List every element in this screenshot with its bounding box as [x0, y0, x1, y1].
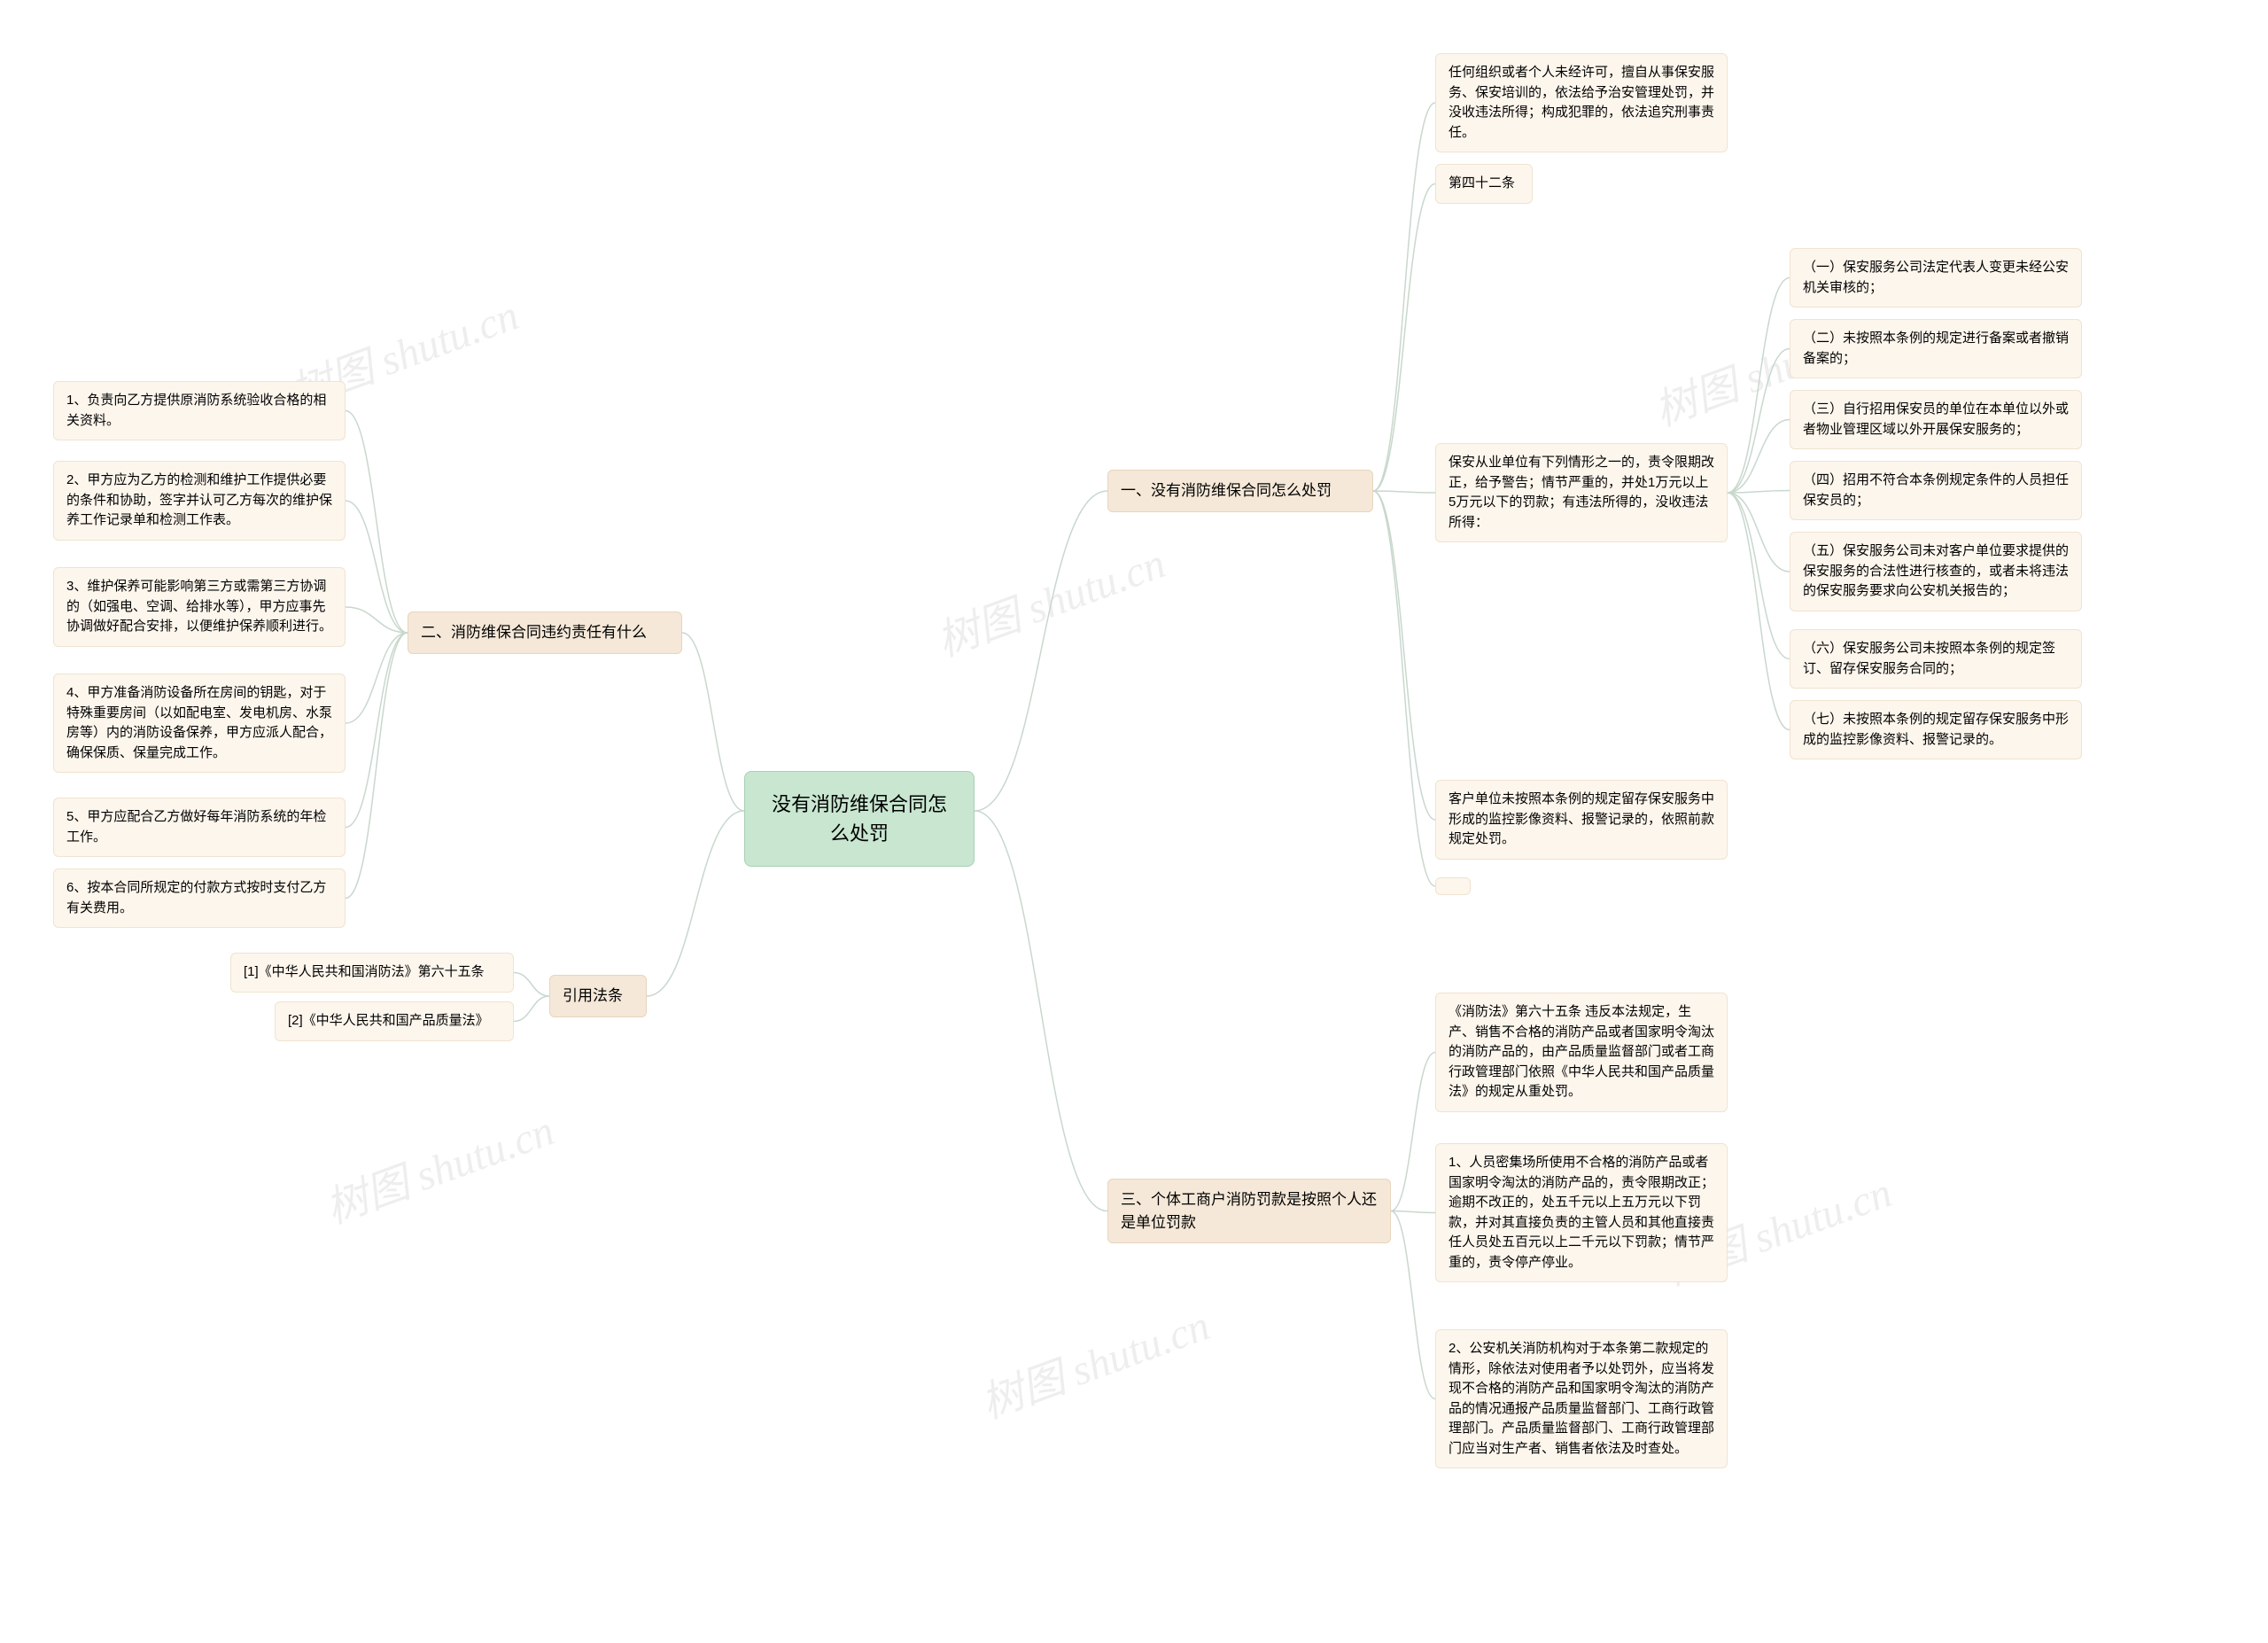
- leaf-node: 客户单位未按照本条例的规定留存保安服务中形成的监控影像资料、报警记录的，依照前款…: [1435, 780, 1728, 860]
- branch-node: 三、个体工商户消防罚款是按照个人还是单位罚款: [1107, 1179, 1391, 1243]
- leaf-node: 6、按本合同所规定的付款方式按时支付乙方有关费用。: [53, 868, 346, 928]
- leaf-node: 3、维护保养可能影响第三方或需第三方协调的（如强电、空调、给排水等），甲方应事先…: [53, 567, 346, 647]
- leaf-node-empty: [1435, 877, 1471, 895]
- leaf-node: 5、甲方应配合乙方做好每年消防系统的年检工作。: [53, 798, 346, 857]
- leaf-node: （七）未按照本条例的规定留存保安服务中形成的监控影像资料、报警记录的。: [1790, 700, 2082, 759]
- watermark: 树图 shutu.cn: [971, 1290, 1216, 1430]
- leaf-node: 《消防法》第六十五条 违反本法规定，生产、销售不合格的消防产品或者国家明令淘汰的…: [1435, 993, 1728, 1112]
- leaf-node: （四）招用不符合本条例规定条件的人员担任保安员的；: [1790, 461, 2082, 520]
- leaf-node: 4、甲方准备消防设备所在房间的钥匙，对于特殊重要房间（以如配电室、发电机房、水泵…: [53, 674, 346, 773]
- leaf-node: 保安从业单位有下列情形之一的，责令限期改正，给予警告；情节严重的，并处1万元以上…: [1435, 443, 1728, 542]
- leaf-node: 2、甲方应为乙方的检测和维护工作提供必要的条件和协助，签字并认可乙方每次的维护保…: [53, 461, 346, 541]
- branch-node: 一、没有消防维保合同怎么处罚: [1107, 470, 1373, 512]
- leaf-node: （五）保安服务公司未对客户单位要求提供的保安服务的合法性进行核查的，或者未将违法…: [1790, 532, 2082, 611]
- leaf-node: 第四十二条: [1435, 164, 1533, 204]
- leaf-node: （六）保安服务公司未按照本条例的规定签订、留存保安服务合同的；: [1790, 629, 2082, 689]
- leaf-node: 1、人员密集场所使用不合格的消防产品或者国家明令淘汰的消防产品的，责令限期改正；…: [1435, 1143, 1728, 1282]
- branch-node: 二、消防维保合同违约责任有什么: [408, 611, 682, 654]
- leaf-node: 任何组织或者个人未经许可，擅自从事保安服务、保安培训的，依法给予治安管理处罚，并…: [1435, 53, 1728, 152]
- watermark: 树图 shutu.cn: [927, 528, 1172, 668]
- leaf-node: （三）自行招用保安员的单位在本单位以外或者物业管理区域以外开展保安服务的；: [1790, 390, 2082, 449]
- watermark: 树图 shutu.cn: [315, 1095, 561, 1235]
- leaf-node: （一）保安服务公司法定代表人变更未经公安机关审核的；: [1790, 248, 2082, 308]
- leaf-node: （二）未按照本条例的规定进行备案或者撤销备案的；: [1790, 319, 2082, 378]
- leaf-node: 2、公安机关消防机构对于本条第二款规定的情形，除依法对使用者予以处罚外，应当将发…: [1435, 1329, 1728, 1468]
- root-node: 没有消防维保合同怎么处罚: [744, 771, 975, 867]
- leaf-node: [2]《中华人民共和国产品质量法》: [275, 1001, 514, 1041]
- leaf-node: 1、负责向乙方提供原消防系统验收合格的相关资料。: [53, 381, 346, 440]
- leaf-node: [1]《中华人民共和国消防法》第六十五条: [230, 953, 514, 993]
- branch-node: 引用法条: [549, 975, 647, 1017]
